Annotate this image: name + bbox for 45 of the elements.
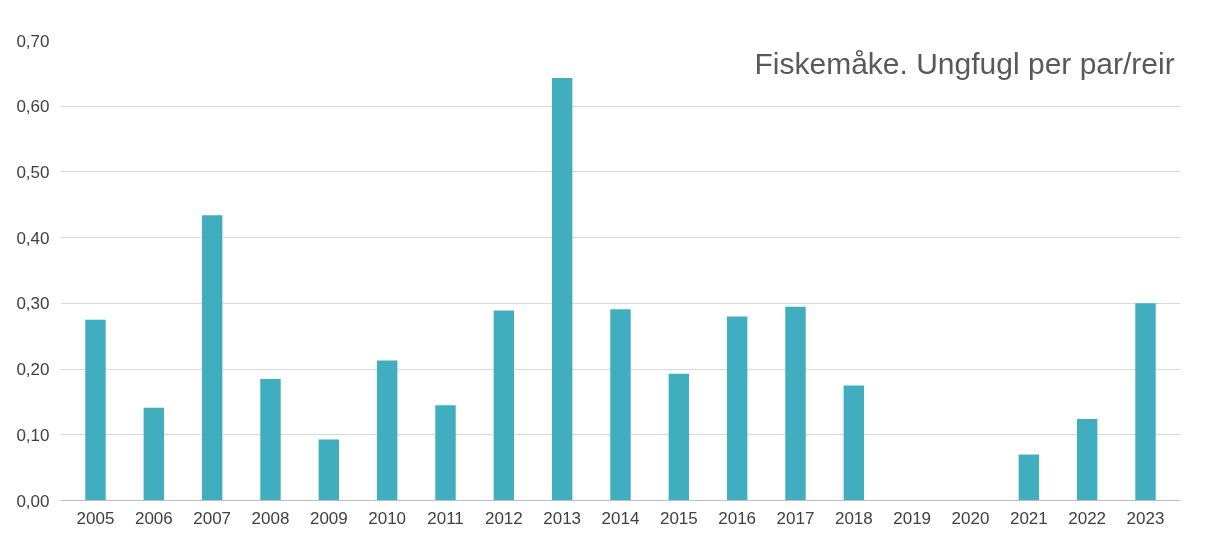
y-tick-label: 0,70 <box>16 31 50 51</box>
x-tick-label: 2014 <box>601 508 640 528</box>
y-tick-label: 0,50 <box>16 162 50 182</box>
y-tick-label: 0,20 <box>16 360 50 380</box>
chart-title: Fiskemåke. Ungfugl per par/reir <box>754 47 1175 81</box>
bar <box>435 405 456 501</box>
x-tick-label: 2022 <box>1068 508 1107 528</box>
x-tick-label: 2021 <box>1009 508 1048 528</box>
bar <box>843 385 865 501</box>
bar <box>610 309 631 501</box>
x-tick-label: 2013 <box>543 508 582 528</box>
bar <box>85 319 106 501</box>
bar <box>376 360 398 501</box>
x-tick-label: 2010 <box>368 508 407 528</box>
bar <box>1076 419 1098 501</box>
x-tick-label: 2009 <box>309 508 348 528</box>
y-tick-label: 0,10 <box>16 425 50 445</box>
bar <box>1018 454 1040 501</box>
x-tick-label: 2007 <box>193 508 232 528</box>
x-tick-label: 2012 <box>484 508 523 528</box>
x-tick-label: 2020 <box>951 508 990 528</box>
x-tick-label: 2016 <box>718 508 757 528</box>
bar <box>726 316 748 501</box>
x-tick-label: 2008 <box>251 508 290 528</box>
bar <box>493 310 515 501</box>
y-tick-label: 0,60 <box>16 97 50 117</box>
bar <box>318 439 340 501</box>
x-tick-label: 2005 <box>76 508 115 528</box>
bar <box>551 77 573 501</box>
x-tick-label: 2011 <box>427 508 464 528</box>
bar <box>668 373 690 501</box>
bar <box>785 306 806 501</box>
x-tick-label: 2018 <box>834 508 873 528</box>
bar <box>1135 303 1156 501</box>
y-tick-label: 0,40 <box>16 228 50 248</box>
x-tick-label: 2006 <box>134 508 173 528</box>
bar <box>201 215 223 501</box>
bar <box>143 407 165 501</box>
x-tick-label: 2017 <box>776 508 815 528</box>
x-tick-label: 2019 <box>893 508 932 528</box>
bar <box>260 378 281 501</box>
x-tick-label: 2023 <box>1126 508 1165 528</box>
y-tick-label: 0,00 <box>16 491 50 511</box>
y-tick-label: 0,30 <box>16 294 50 314</box>
x-tick-label: 2015 <box>659 508 698 528</box>
